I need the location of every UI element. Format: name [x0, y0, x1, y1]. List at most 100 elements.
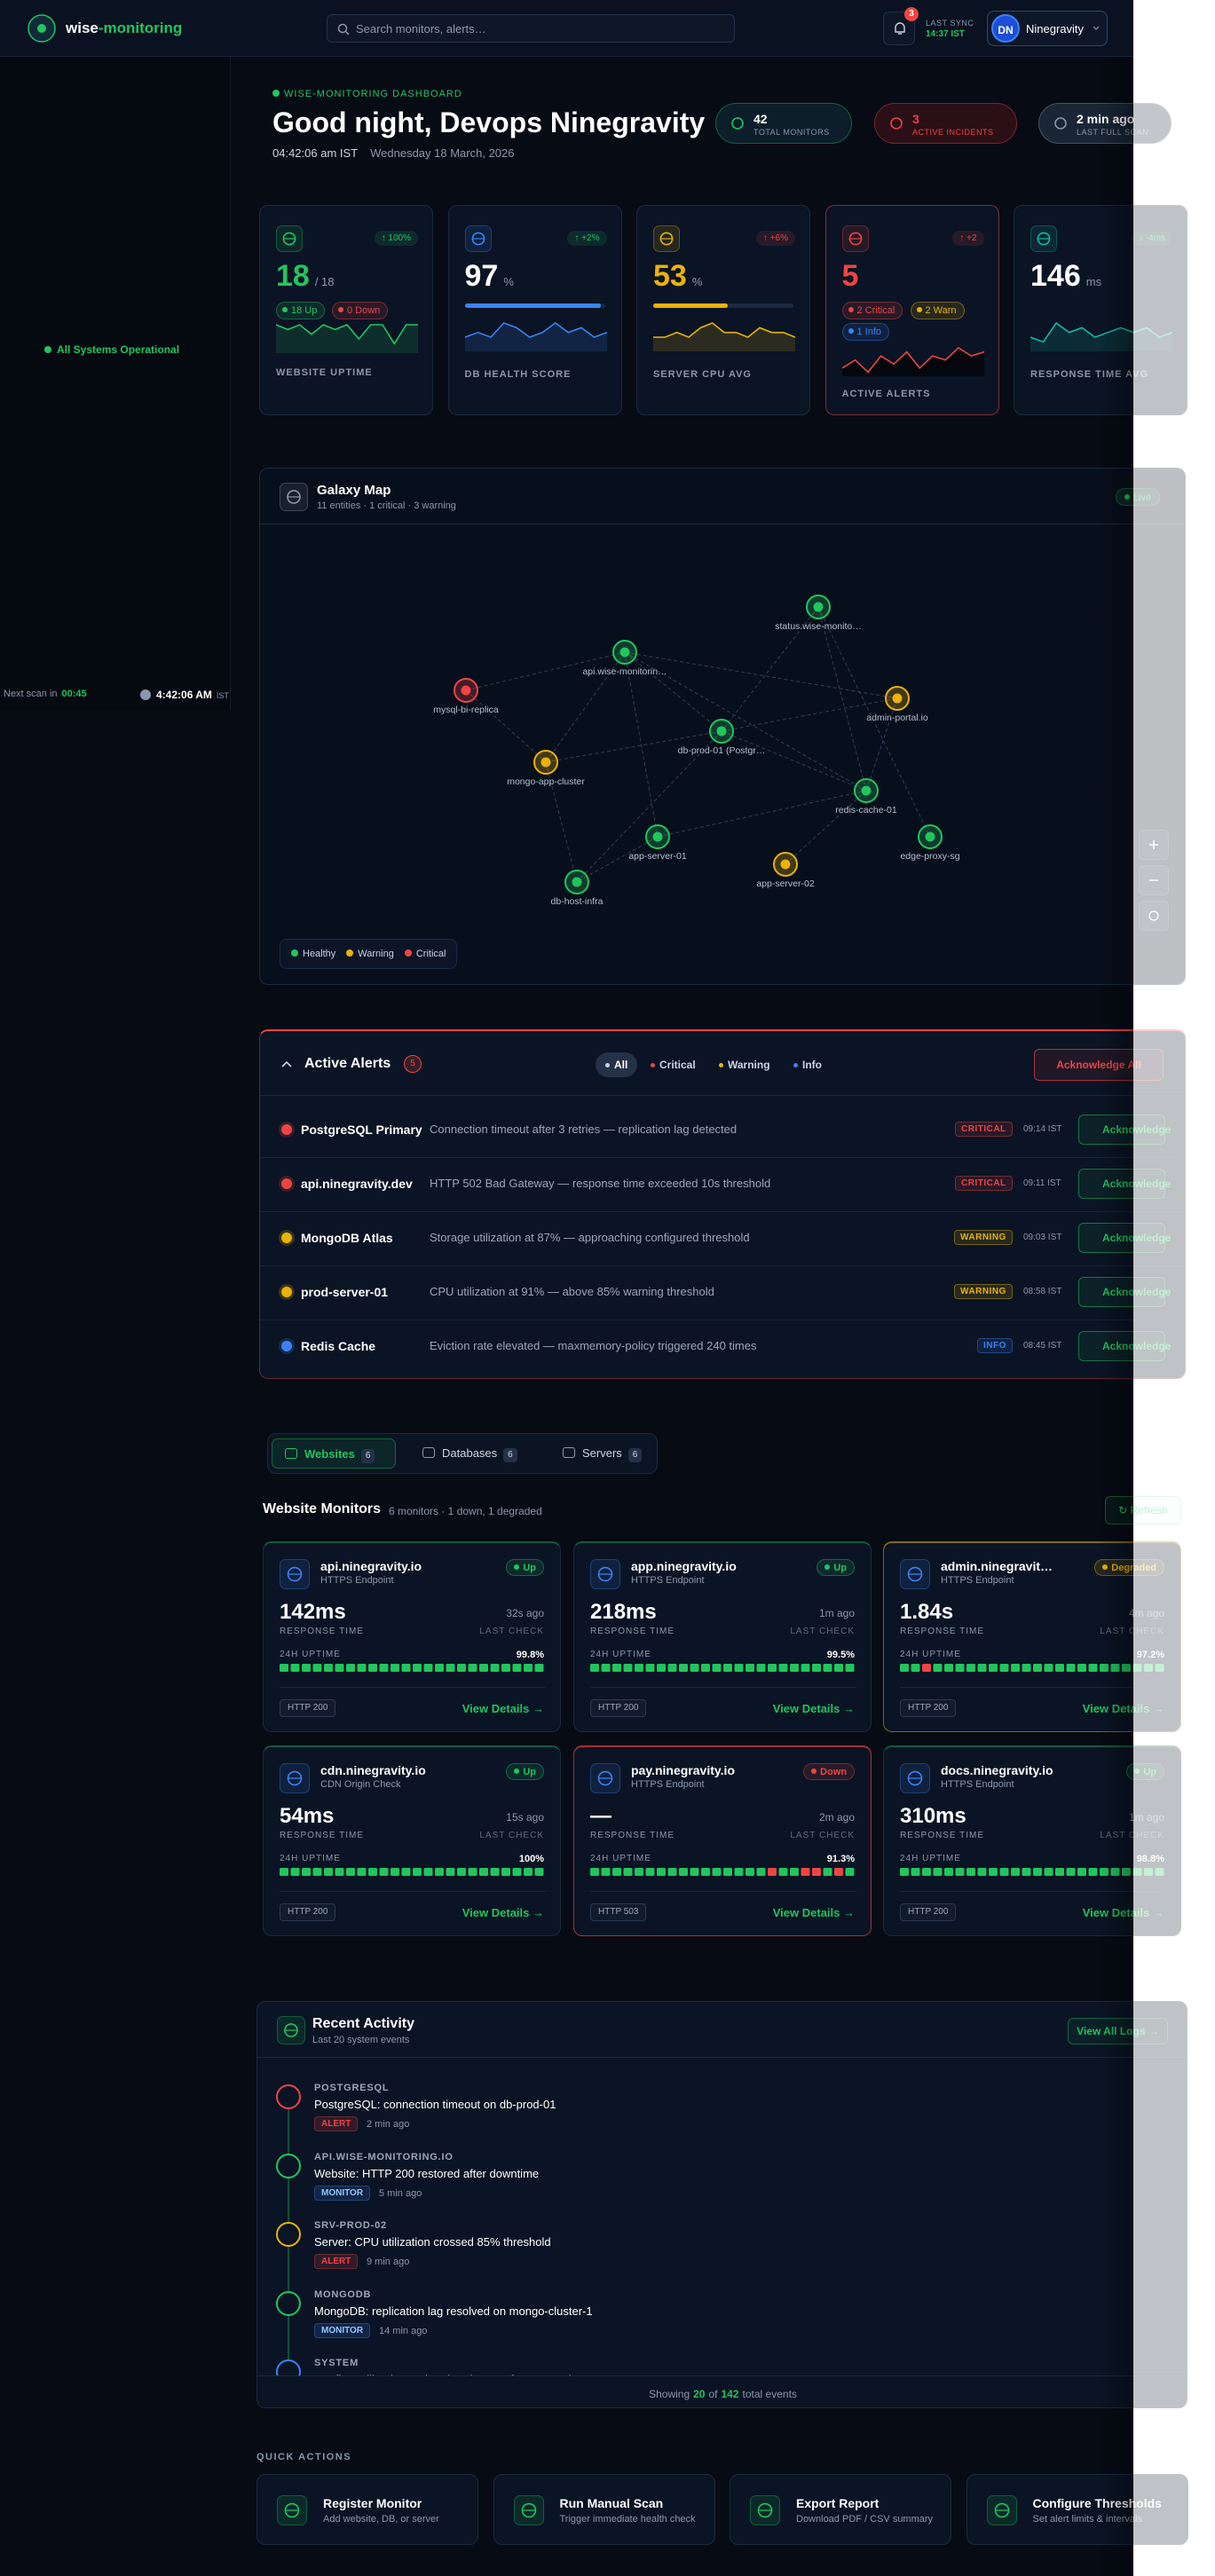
- view-details[interactable]: View Details →: [772, 1702, 855, 1715]
- uptime-segment: [723, 1868, 732, 1876]
- quick-action[interactable]: Export Report Download PDF / CSV summary: [730, 2474, 951, 2545]
- stat-value: 97%: [465, 259, 514, 294]
- uptime-segment: [468, 1664, 477, 1672]
- monitor-tab[interactable]: Servers 6: [550, 1438, 643, 1469]
- monitor-tab[interactable]: Websites 6: [272, 1438, 396, 1469]
- view-details[interactable]: View Details →: [462, 1702, 544, 1715]
- uptime-segment: [280, 1868, 288, 1876]
- graph-edge: [545, 730, 722, 763]
- monitor-card: admin.ninegravit…HTTPS EndpointDegraded1…: [883, 1541, 1181, 1732]
- graph-edge: [817, 606, 931, 838]
- response-label: RESPONSE TIME: [900, 1627, 985, 1636]
- hero-date: Wednesday 18 March, 2026: [370, 146, 515, 160]
- notifications-button[interactable]: [883, 12, 915, 45]
- action-title: Configure Thresholds: [1032, 2496, 1162, 2510]
- uptime-label: 24H UPTIME: [590, 1650, 651, 1659]
- action-subtitle: Add website, DB, or server: [323, 2514, 439, 2525]
- severity-dot: [281, 1124, 292, 1135]
- sidebar: [0, 57, 231, 710]
- uptime-segment: [524, 1664, 533, 1672]
- sparkline-area: [653, 323, 795, 351]
- activity-subtitle: Last 20 system events: [312, 2035, 410, 2045]
- uptime-segment: [922, 1664, 931, 1672]
- uptime-label: 24H UPTIME: [590, 1854, 651, 1863]
- monitor-card: pay.ninegravity.io HTTPS Endpoint Down — RES…: [573, 1745, 872, 1936]
- stat-unit: ms: [1085, 275, 1102, 288]
- uptime-segment: [778, 1664, 788, 1672]
- filter-tab[interactable]: Warning: [709, 1052, 780, 1077]
- view-details[interactable]: View Details →: [772, 1906, 855, 1919]
- icon-box: [280, 1559, 310, 1589]
- node-core: [813, 602, 824, 612]
- http-code: HTTP 200: [590, 1699, 647, 1717]
- uptime-segment: [1011, 1868, 1020, 1876]
- uptime-segment: [468, 1868, 477, 1876]
- map-title: Galaxy Map: [317, 483, 391, 498]
- uptime-segment: [1055, 1664, 1064, 1672]
- view-details[interactable]: View Details →: [462, 1906, 544, 1919]
- filter-tab[interactable]: Critical: [641, 1052, 706, 1077]
- response-label: RESPONSE TIME: [280, 1627, 365, 1636]
- uptime-segment: [357, 1868, 367, 1876]
- chevron: [1093, 26, 1100, 30]
- search-box[interactable]: Search monitors, alerts…: [327, 14, 735, 43]
- sparkline-area: [276, 325, 418, 353]
- sparkline-line: [464, 322, 607, 338]
- uptime-segment: [379, 1868, 389, 1876]
- uptime-segment: [1122, 1868, 1131, 1876]
- icon: [521, 2502, 536, 2518]
- uptime-segment: [701, 1664, 710, 1672]
- divider: [280, 1891, 546, 1892]
- severity-badge: INFO: [977, 1338, 1013, 1353]
- uptime-segment: [944, 1868, 953, 1876]
- uptime-segment: [1022, 1868, 1031, 1876]
- node-label: app-server-01: [628, 851, 687, 862]
- node-label: status.wise-monito…: [775, 621, 861, 632]
- legend-dot: [291, 949, 298, 957]
- filter-dot: [651, 1063, 655, 1067]
- graph-edge: [545, 651, 626, 763]
- filter-tab[interactable]: All: [596, 1052, 638, 1077]
- graph-edge: [721, 697, 898, 732]
- sparkline-line: [653, 322, 795, 338]
- sparkline-area: [464, 323, 607, 351]
- uptime-segment: [966, 1664, 975, 1672]
- quick-action[interactable]: Run Manual Scan Trigger immediate health …: [493, 2474, 715, 2545]
- filter-tab[interactable]: Info: [784, 1052, 832, 1077]
- uptime-segment: [834, 1664, 843, 1672]
- tab-icon: [563, 1447, 575, 1458]
- icon-shape: [344, 30, 350, 35]
- uptime-segment: [413, 1664, 422, 1672]
- uptime-segment: [1100, 1868, 1108, 1876]
- timeline-icon: [276, 2222, 301, 2247]
- brand: wise-monitoring: [66, 20, 182, 37]
- icon-shape: [287, 1770, 303, 1786]
- uptime-segment: [790, 1868, 799, 1876]
- uptime-segment: [701, 1868, 710, 1876]
- uptime-segment: [933, 1664, 943, 1672]
- uptime-segment: [479, 1868, 488, 1876]
- monitor-tab[interactable]: Databases 6: [410, 1438, 520, 1469]
- graph-edge: [545, 761, 578, 883]
- user-menu[interactable]: DN Ninegravity: [987, 11, 1108, 46]
- uptime-segment: [645, 1868, 655, 1876]
- icon-box: [277, 2016, 305, 2044]
- chip-text: 0 Down: [347, 305, 381, 316]
- node-label: db-prod-01 (Postgr…: [678, 745, 766, 756]
- status-text: All Systems Operational: [57, 343, 180, 356]
- stat-label: RESPONSE TIME AVG: [1030, 369, 1149, 380]
- node-label: admin-portal.io: [866, 713, 928, 723]
- stat-card: ↑ +6% 53% SERVER CPU AVG: [636, 205, 810, 415]
- uptime-segment: [401, 1868, 411, 1876]
- uptime-segment: [1055, 1868, 1064, 1876]
- footer-part: total events: [742, 2388, 797, 2400]
- filter-label: Critical: [659, 1059, 696, 1071]
- quick-action[interactable]: Register Monitor Add website, DB, or serv…: [256, 2474, 478, 2545]
- node-label: api.wise-monitorin…: [582, 666, 667, 677]
- clock-time: 4:42:06 AM: [156, 689, 212, 701]
- icon: [282, 232, 296, 246]
- progress-fill: [464, 303, 601, 308]
- action-subtitle: Set alert limits & intervals: [1032, 2514, 1142, 2525]
- node-core: [780, 859, 791, 870]
